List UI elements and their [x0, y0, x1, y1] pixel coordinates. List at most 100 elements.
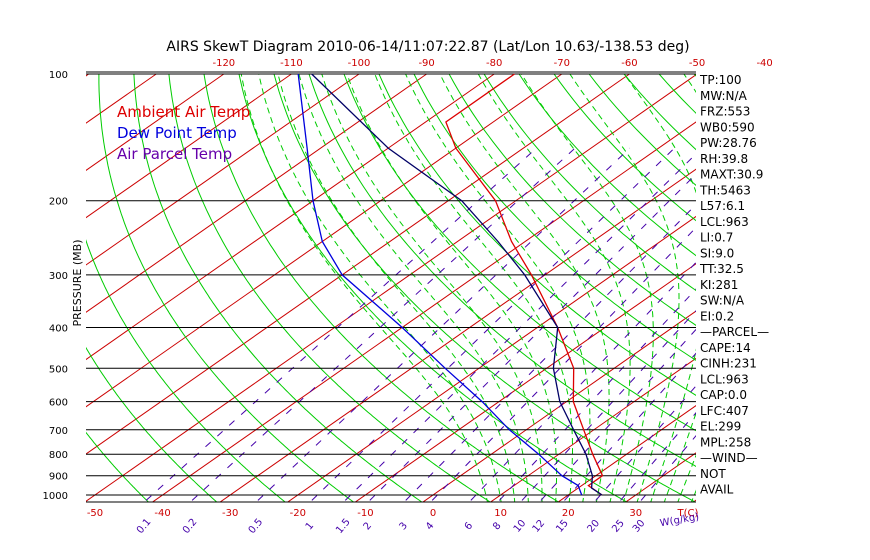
temp-tick-label: 30	[629, 508, 642, 519]
top-temp-tick-label: -100	[348, 58, 371, 69]
mixing-ratio-line	[191, 147, 576, 501]
mixing-ratio-line	[344, 153, 696, 501]
top-temp-tick-label: -60	[621, 58, 637, 69]
index-line: L57:6.1	[700, 199, 745, 213]
moist-adiabat-line	[677, 454, 696, 502]
moist-adiabat-line	[374, 73, 573, 502]
isotherm-line	[219, 168, 696, 502]
top-temp-tick-label: -80	[486, 58, 502, 69]
dry-adiabat-line	[799, 74, 870, 504]
isotherm-line	[826, 74, 870, 504]
mixing-ratio-line	[431, 226, 696, 501]
legend-ambient: Ambient Air Temp	[117, 103, 250, 121]
isotherm-line	[86, 73, 225, 171]
index-line: NOT	[700, 467, 726, 481]
dry-adiabat-line	[86, 239, 286, 502]
mixing-ratio-label: 4	[424, 520, 437, 532]
moist-adiabat-line	[298, 73, 529, 502]
temp-tick-label: -20	[290, 508, 306, 519]
dry-adiabat-line	[448, 73, 696, 326]
index-line: —PARCEL—	[700, 325, 769, 339]
pressure-tick-label: 1000	[43, 491, 68, 502]
isotherm-line	[86, 73, 563, 408]
isotherm-line	[0, 74, 21, 504]
temp-tick-label: -50	[87, 508, 103, 519]
temp-tick-label: -10	[357, 508, 373, 519]
temp-unit-label: T(C)	[677, 508, 699, 519]
mixing-ratio-label: 1	[304, 520, 317, 532]
top-temp-tick-label: -40	[756, 58, 772, 69]
index-line: WB0:590	[700, 120, 755, 134]
temp-tick-label: 0	[430, 508, 436, 519]
mixing-ratio-label: 0.2	[181, 517, 200, 536]
index-line: RH:39.8	[700, 152, 748, 166]
index-line: KI:281	[700, 278, 738, 292]
mixing-ratio-label: 8	[491, 520, 504, 532]
y-axis-label: PRESSURE (MB)	[71, 240, 84, 327]
index-line: AVAIL	[700, 483, 734, 497]
isotherm-line	[354, 263, 696, 502]
index-line: LFC:407	[700, 404, 749, 418]
temp-tick-label: -40	[154, 508, 170, 519]
index-line: CAPE:14	[700, 341, 751, 355]
isotherm-line	[758, 74, 870, 504]
mixing-ratio-unit-label: W(g/kg)	[659, 512, 700, 530]
index-line: EL:299	[700, 420, 741, 434]
pressure-tick-label: 300	[49, 271, 68, 282]
mixing-ratio-label: 20	[585, 518, 602, 535]
dry-adiabat-line	[238, 73, 628, 502]
isotherm-line	[489, 357, 696, 502]
mixing-ratio-label: 2	[362, 520, 375, 532]
isotherm-line	[151, 121, 696, 502]
top-temp-tick-label: -90	[418, 58, 434, 69]
mixing-ratio-line	[405, 203, 696, 501]
moist-adiabat-line	[623, 73, 696, 502]
dry-adiabat-line	[168, 73, 492, 502]
mixing-ratio-label: 10	[512, 518, 529, 535]
isotherm-line	[286, 215, 696, 502]
index-line: MAXT:30.9	[700, 168, 763, 182]
moist-adiabat-line	[277, 73, 516, 502]
dry-adiabat-line	[834, 74, 870, 504]
index-line: TT:32.5	[699, 262, 744, 276]
mixing-ratio-label: 12	[531, 518, 548, 535]
top-temp-tick-label: -50	[689, 58, 705, 69]
mixing-ratio-label: 1.5	[334, 517, 353, 536]
dry-adiabat-line	[308, 73, 696, 467]
index-line: TP:100	[699, 73, 742, 87]
dry-adiabat-line	[98, 74, 355, 502]
pressure-tick-label: 800	[49, 450, 68, 461]
index-line: SI:9.0	[700, 246, 734, 260]
mixing-ratio-line	[145, 147, 537, 501]
temp-tick-label: 10	[494, 508, 507, 519]
index-line: LCL:963	[700, 215, 749, 229]
index-line: CAP:0.0	[700, 388, 747, 402]
profile-lines	[297, 73, 604, 496]
mixing-ratio-line	[470, 261, 696, 501]
pressure-tick-label: 600	[49, 398, 68, 409]
index-line: MPL:258	[700, 435, 751, 449]
index-line: —WIND—	[700, 451, 758, 465]
moist-adiabat-line	[569, 73, 680, 502]
mixing-ratio-label: 0.1	[135, 517, 154, 536]
index-line: PW:28.76	[700, 136, 757, 150]
legend: Ambient Air Temp Dew Point Temp Air Parc…	[117, 103, 250, 163]
moist-adiabat-line	[405, 73, 591, 502]
index-line: LCL:963	[700, 372, 749, 386]
mixing-ratio-line	[311, 147, 675, 501]
mixing-ratio-label: 15	[554, 518, 571, 535]
mixing-ratio-label: 3	[398, 520, 411, 532]
mixing-ratio-label: 30	[631, 518, 648, 535]
top-temp-tick-label: -110	[280, 58, 303, 69]
moist-adiabat-line	[477, 73, 631, 502]
dry-adiabat-line	[483, 73, 696, 292]
background-grid	[0, 73, 870, 504]
dry-adiabat-line	[203, 73, 560, 502]
dry-adiabat-line	[378, 73, 696, 396]
pressure-tick-label: 100	[49, 70, 68, 81]
pressure-tick-label: 500	[49, 364, 68, 375]
pressure-tick-label: 900	[49, 472, 68, 483]
isotherm-line	[86, 74, 696, 502]
moist-adiabat-line	[346, 73, 558, 502]
